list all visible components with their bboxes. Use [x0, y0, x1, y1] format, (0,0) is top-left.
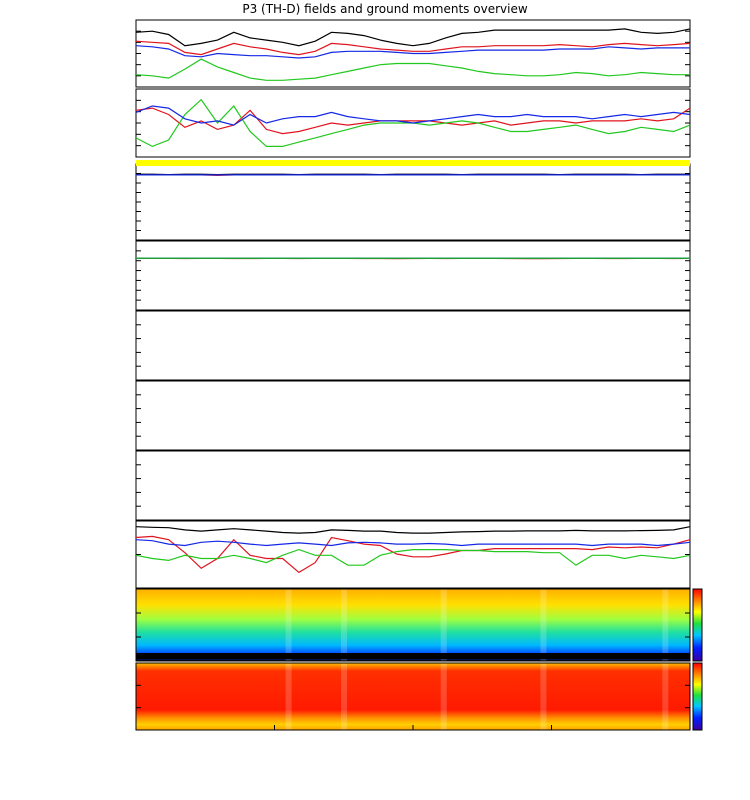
panel-frame-temperature	[135, 240, 691, 311]
spectrogram-peer-en-eflux	[136, 663, 690, 730]
spectrogram-band	[540, 663, 547, 730]
spectrogram-band	[662, 589, 669, 661]
chart-title: P3 (TH-D) fields and ground moments over…	[242, 2, 527, 16]
series-line-Pe	[135, 548, 691, 566]
colorbar	[692, 588, 703, 662]
series-line-Pi	[135, 539, 691, 547]
panel-frame-peir-velocity	[135, 310, 691, 381]
series-line-Pb	[135, 535, 691, 574]
series-line-Bz	[135, 107, 691, 135]
spectrogram-band	[440, 663, 447, 730]
spectrogram-band	[285, 663, 292, 730]
spectrogram-band	[340, 663, 347, 730]
spectrogram-peir-en-eflux	[136, 589, 690, 661]
spectrogram-band	[540, 589, 547, 661]
panel-frame-efield	[135, 450, 691, 521]
panel-frame-peer-velocity	[135, 380, 691, 451]
series-line-Bt	[135, 28, 691, 47]
series-line-bx	[135, 45, 690, 59]
quality-flag-bar	[136, 160, 690, 166]
series-line-Bx	[135, 105, 691, 126]
series-line-by	[135, 58, 690, 81]
spectrogram-noise-floor	[136, 653, 690, 659]
spectrogram-band	[285, 589, 292, 661]
colorbar	[692, 662, 703, 731]
spectrogram-band	[662, 663, 669, 730]
panel-frame-peir-en-eflux	[135, 588, 691, 662]
spectrogram-band	[340, 589, 347, 661]
series-line-Pt	[135, 526, 691, 534]
spectrogram-band	[440, 589, 447, 661]
series-line-bz	[135, 40, 691, 56]
